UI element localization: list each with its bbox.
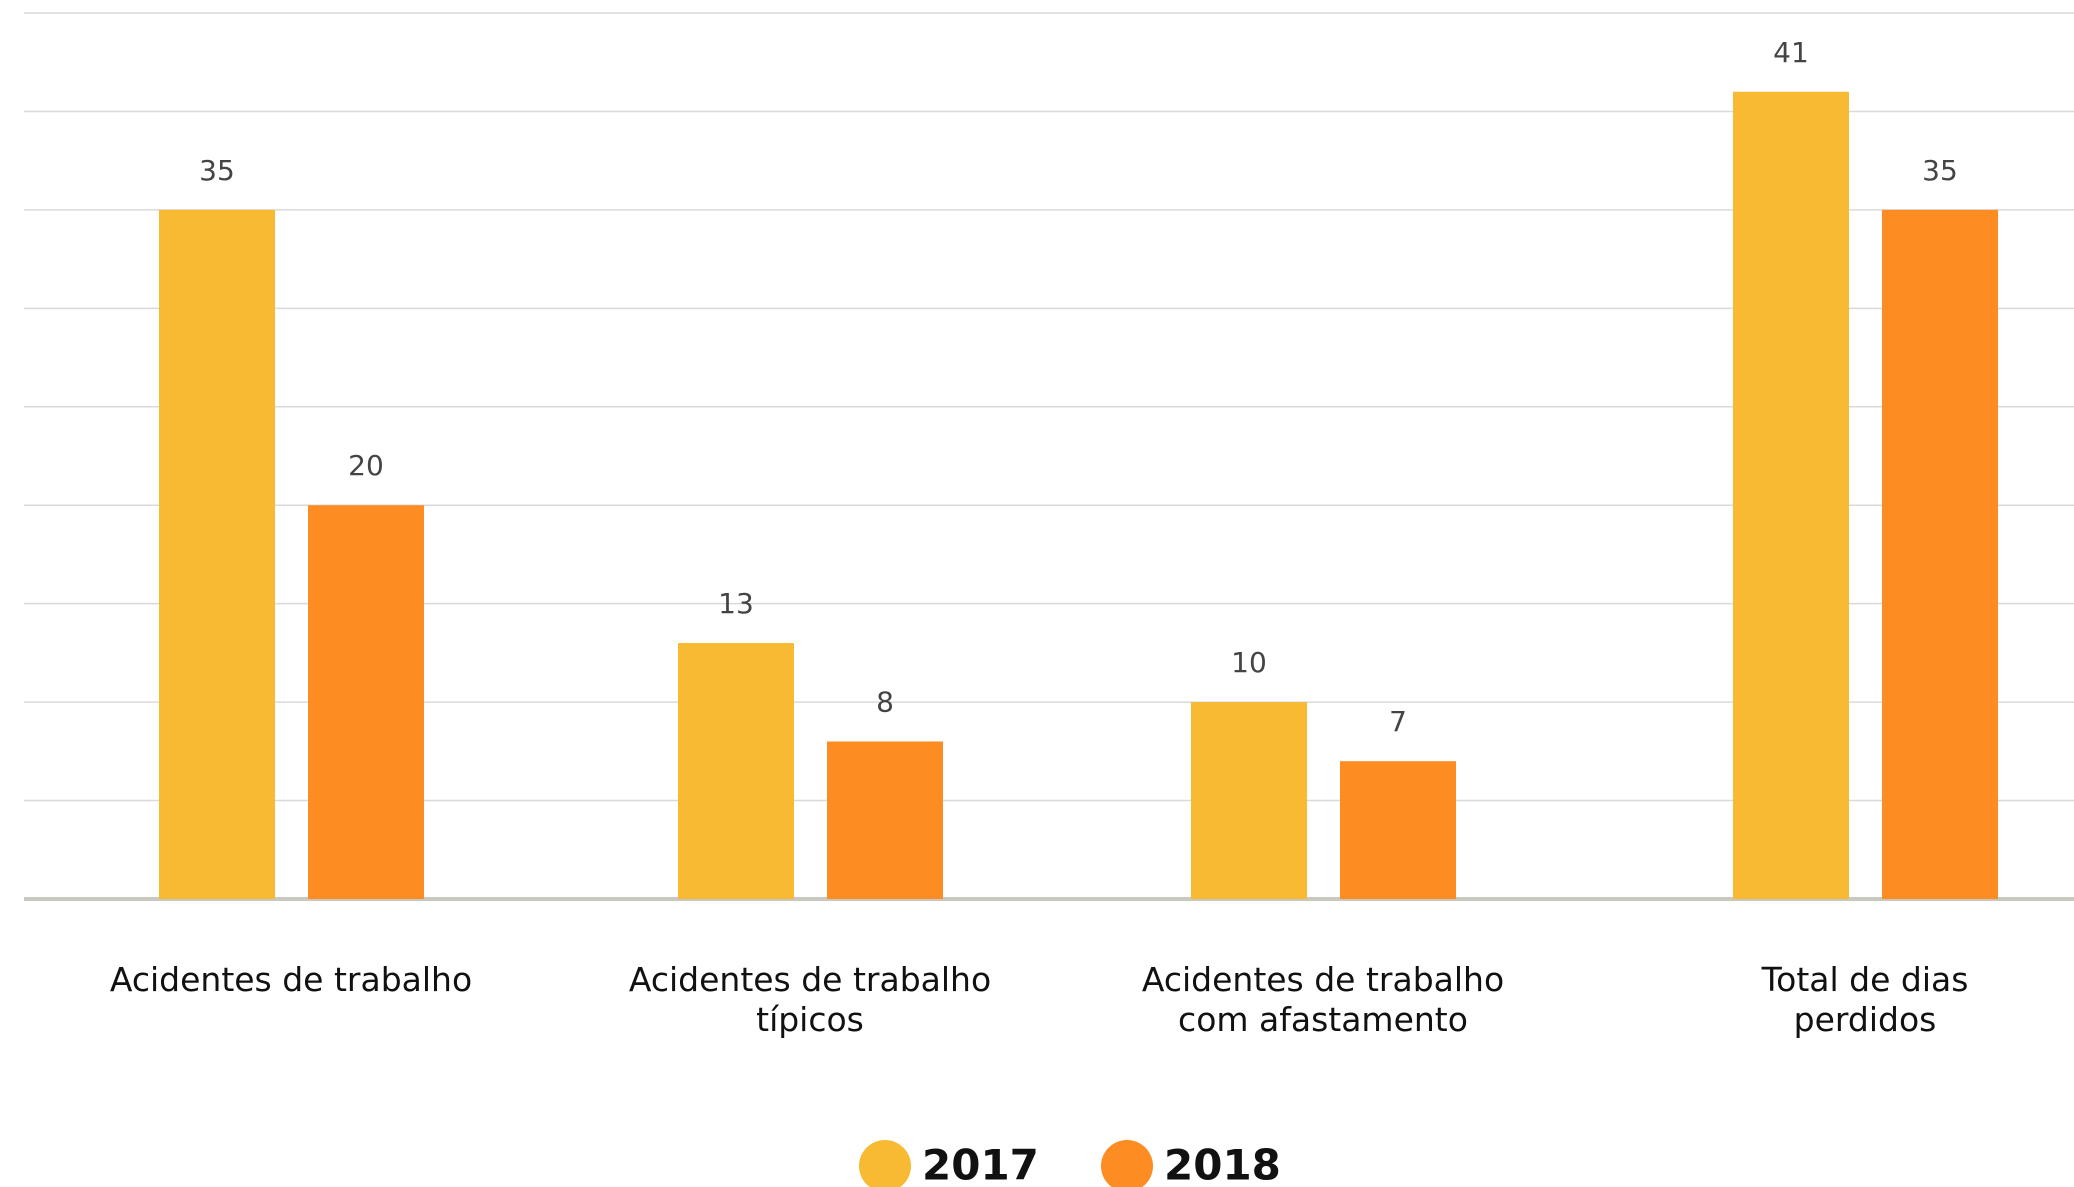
data-label: 10: [1231, 646, 1267, 679]
data-label: 35: [199, 154, 235, 187]
bar: [678, 643, 794, 899]
data-label: 13: [718, 587, 754, 620]
bar: [159, 209, 275, 899]
x-tick-label: Acidentes de trabalho: [110, 960, 472, 999]
bar: [1191, 702, 1307, 899]
bar: [1882, 209, 1998, 899]
x-tick-label: Total de dias perdidos: [1761, 960, 1969, 1039]
data-label: 8: [876, 685, 894, 718]
bar: [308, 505, 424, 899]
legend-swatch: [1101, 1140, 1153, 1187]
bar: [827, 741, 943, 899]
legend-label: 2017: [922, 1141, 1039, 1187]
x-tick-label: Acidentes de trabalho típicos: [629, 960, 991, 1039]
bar: [1340, 761, 1456, 899]
data-label: 41: [1773, 36, 1809, 69]
x-tick-label: Acidentes de trabalho com afastamento: [1142, 960, 1504, 1039]
data-label: 7: [1389, 705, 1407, 738]
legend-swatch: [859, 1140, 911, 1187]
data-label: 20: [348, 449, 384, 482]
legend-label: 2018: [1164, 1141, 1281, 1187]
bar: [1733, 91, 1849, 899]
data-label: 35: [1922, 154, 1958, 187]
